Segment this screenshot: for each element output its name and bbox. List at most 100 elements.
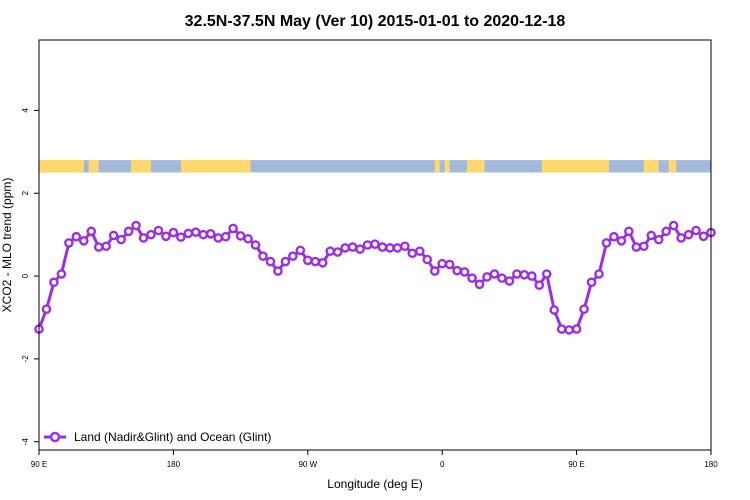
- legend-marker: [49, 431, 61, 443]
- data-point: [370, 239, 380, 249]
- data-point: [265, 256, 276, 267]
- data-point: [295, 245, 306, 256]
- data-point: [467, 273, 477, 283]
- data-point: [79, 236, 89, 246]
- data-point: [698, 231, 709, 242]
- data-point: [400, 241, 410, 252]
- data-point: [49, 277, 59, 288]
- data-point: [661, 226, 672, 237]
- y-tick-label: -2: [21, 355, 30, 363]
- x-tick-label: 90 W: [298, 460, 317, 469]
- land-segment: [180, 160, 251, 173]
- land-segment: [668, 160, 677, 173]
- data-point: [497, 273, 507, 283]
- data-point: [422, 254, 433, 265]
- data-point: [639, 241, 649, 252]
- land-segment: [541, 160, 609, 173]
- data-point: [452, 265, 462, 276]
- data-point: [340, 243, 350, 253]
- legend-label: Land (Nadir&Glint) and Ocean (Glint): [74, 430, 271, 444]
- y-tick-label: 2: [21, 190, 30, 195]
- data-point: [176, 232, 186, 242]
- data-point: [474, 279, 485, 290]
- plot-frame: [38, 39, 712, 451]
- data-point: [161, 231, 171, 242]
- data-point: [564, 325, 574, 335]
- land-segment: [39, 160, 84, 173]
- data-point: [489, 269, 500, 279]
- data-point: [616, 236, 627, 246]
- data-point: [362, 240, 373, 250]
- data-point: [325, 246, 336, 257]
- y-axis-label: XCO2 - MLO trend (ppm): [0, 178, 14, 313]
- y-tick-label: 0: [21, 273, 30, 278]
- data-point: [123, 226, 134, 237]
- x-tick-label: 90 E: [31, 460, 47, 469]
- data-point: [302, 255, 313, 266]
- land-segment: [643, 160, 659, 173]
- data-point: [235, 231, 246, 241]
- data-point: [228, 223, 238, 234]
- data-point: [377, 242, 388, 252]
- data-point: [519, 270, 530, 280]
- data-point: [653, 234, 664, 245]
- data-point: [93, 242, 104, 252]
- data-point: [601, 238, 612, 248]
- data-point: [392, 243, 403, 253]
- x-tick-label: 180: [704, 460, 718, 469]
- data-point: [407, 248, 418, 259]
- data-point: [385, 243, 395, 253]
- data-point: [347, 242, 358, 252]
- data-point: [459, 267, 470, 277]
- data-point: [288, 251, 298, 261]
- data-point: [116, 234, 126, 245]
- data-point: [676, 233, 686, 243]
- data-point: [683, 229, 694, 240]
- land-segment: [88, 160, 99, 173]
- data-point: [131, 220, 141, 231]
- land-segment: [434, 160, 440, 173]
- data-point: [183, 228, 194, 239]
- data-point: [250, 240, 261, 250]
- data-point: [504, 276, 515, 286]
- x-axis: 90 E 180 90 W 0 90 E 180: [31, 450, 718, 469]
- land-segment: [444, 160, 450, 173]
- data-point: [198, 229, 209, 240]
- data-point: [101, 241, 111, 252]
- land-segment: [467, 160, 485, 173]
- data-point: [691, 225, 701, 236]
- data-point: [355, 244, 365, 254]
- data-point: [310, 256, 321, 267]
- data-point: [153, 225, 164, 236]
- data-point: [273, 266, 283, 276]
- data-point: [571, 324, 582, 334]
- land-segment: [131, 160, 151, 173]
- data-point: [168, 227, 179, 238]
- data-point: [108, 230, 119, 241]
- data-point: [41, 304, 52, 314]
- y-tick-label: -4: [21, 438, 30, 446]
- data-point: [556, 324, 567, 334]
- data-point: [609, 231, 619, 242]
- data-point: [594, 269, 604, 279]
- data-point: [586, 277, 597, 288]
- legend: Land (Nadir&Glint) and Ocean (Glint): [44, 430, 271, 444]
- data-point: [213, 233, 223, 243]
- data-point: [243, 233, 253, 244]
- y-axis: -4 -2 0 2 4: [21, 108, 39, 446]
- data-point: [482, 272, 492, 282]
- data-point: [64, 238, 74, 248]
- data-point: [444, 259, 455, 270]
- data-point: [429, 266, 440, 276]
- data-point: [317, 258, 328, 268]
- data-point: [534, 280, 545, 290]
- data-point: [86, 226, 97, 237]
- data-point: [668, 220, 679, 231]
- land-ocean-strip: [39, 160, 711, 173]
- data-point: [138, 233, 149, 243]
- data-point: [205, 229, 216, 239]
- data-point: [527, 271, 537, 281]
- series-layer: [34, 220, 716, 335]
- data-point: [541, 269, 552, 279]
